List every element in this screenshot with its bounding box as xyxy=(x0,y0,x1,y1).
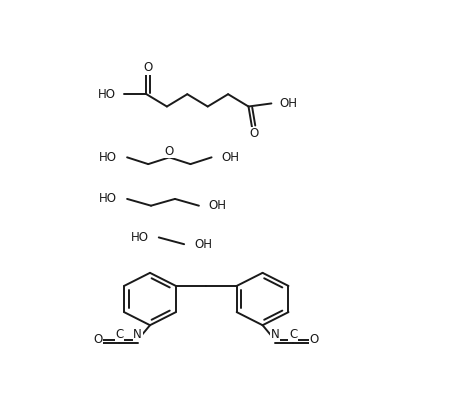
Text: HO: HO xyxy=(98,88,116,101)
Text: C: C xyxy=(289,328,297,341)
Text: OH: OH xyxy=(209,199,227,212)
Text: HO: HO xyxy=(99,151,117,164)
Text: N: N xyxy=(271,328,279,341)
Text: O: O xyxy=(143,61,153,74)
Text: O: O xyxy=(249,127,258,140)
Text: OH: OH xyxy=(222,151,239,164)
Text: N: N xyxy=(133,328,142,341)
Text: OH: OH xyxy=(279,97,297,110)
Text: O: O xyxy=(165,145,174,158)
Text: HO: HO xyxy=(131,231,149,244)
Text: O: O xyxy=(310,334,319,346)
Text: O: O xyxy=(94,334,103,346)
Text: OH: OH xyxy=(194,238,212,251)
Text: C: C xyxy=(115,328,123,341)
Text: HO: HO xyxy=(99,192,117,206)
